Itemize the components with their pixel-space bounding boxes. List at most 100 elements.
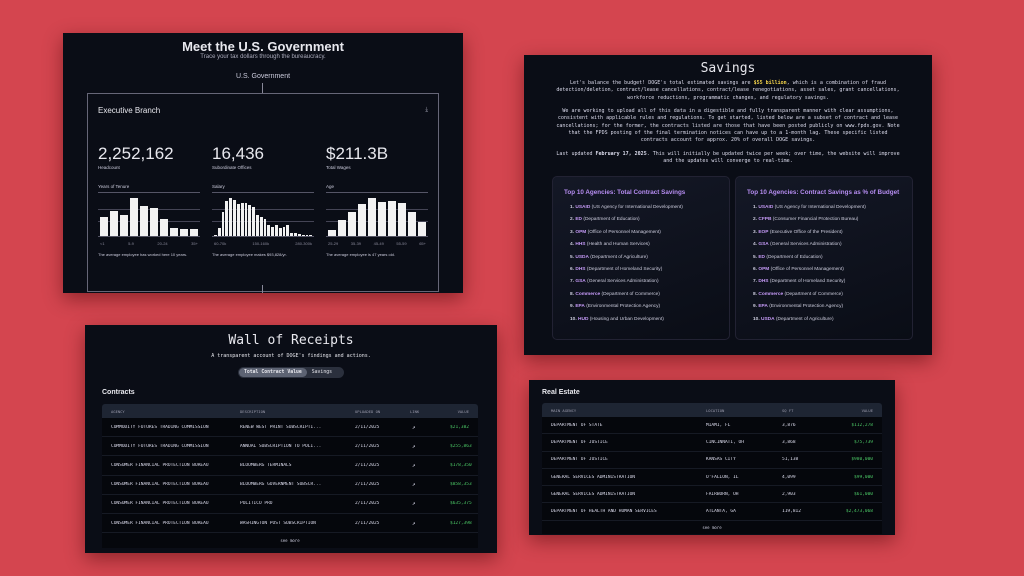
agency-list-item[interactable]: 2. ED (Department of Education): [570, 217, 729, 229]
histogram-bar[interactable]: [218, 228, 221, 236]
external-link-icon[interactable]: ↗: [401, 520, 441, 527]
agency-list-item[interactable]: 8. Commerce (Department of Commerce): [570, 292, 729, 304]
agency-list-item[interactable]: 7. DHS (Department of Homeland Security): [753, 279, 912, 291]
histogram-bar[interactable]: [302, 235, 305, 236]
agency-list-item[interactable]: 2. CFPB (Consumer Financial Protection B…: [753, 217, 912, 229]
histogram-bar[interactable]: [160, 219, 168, 236]
table-row[interactable]: CONSUMER FINANCIAL PROTECTION BUREAUWASH…: [102, 514, 478, 533]
external-link-icon[interactable]: ↗: [401, 424, 441, 431]
agency-abbr[interactable]: ED: [575, 217, 582, 222]
executive-branch-card[interactable]: Executive Branch ⤓ 2,252,162Headcount16,…: [87, 93, 439, 292]
histogram-bar[interactable]: [418, 222, 426, 236]
agency-list-item[interactable]: 9. EPA (Environmental Protection Agency): [570, 304, 729, 316]
histogram-bar[interactable]: [222, 212, 225, 236]
download-icon[interactable]: ⤓: [425, 107, 428, 114]
table-row[interactable]: GENERAL SERVICES ADMINISTRATIONFAIRBORN,…: [542, 486, 882, 503]
histogram-bar[interactable]: [298, 234, 301, 236]
histogram-bar[interactable]: [110, 211, 118, 236]
table-row[interactable]: COMMODITY FUTURES TRADING COMMISSIONANNU…: [102, 437, 478, 456]
agency-abbr[interactable]: HUD: [578, 317, 588, 322]
histogram-bar[interactable]: [348, 212, 356, 236]
table-row[interactable]: CONSUMER FINANCIAL PROTECTION BUREAUPOLI…: [102, 495, 478, 514]
column-header[interactable]: SQ FT: [773, 408, 830, 413]
histogram-bar[interactable]: [233, 200, 236, 236]
external-link-icon[interactable]: ↗: [401, 443, 441, 450]
agency-list-item[interactable]: 1. USAID (US Agency for International De…: [570, 205, 729, 217]
histogram-bar[interactable]: [120, 215, 128, 236]
histogram-bar[interactable]: [267, 225, 270, 236]
column-header[interactable]: MAIN AGENCY: [542, 408, 697, 413]
histogram-bar[interactable]: [368, 198, 376, 236]
table-row[interactable]: DEPARTMENT OF JUSTICEKANSAS CITY51,138$9…: [542, 452, 882, 469]
histogram-bar[interactable]: [358, 204, 366, 236]
agency-list-item[interactable]: 5. USDA (Department of Agriculture): [570, 255, 729, 267]
histogram-bar[interactable]: [398, 203, 406, 236]
histogram-bar[interactable]: [225, 201, 228, 236]
agency-list-item[interactable]: 3. EOP (Executive Office of the Presiden…: [753, 230, 912, 242]
agency-abbr[interactable]: USDA: [575, 255, 589, 260]
external-link-icon[interactable]: ↗: [401, 481, 441, 488]
histogram-bar[interactable]: [286, 225, 289, 236]
table-row[interactable]: DEPARTMENT OF JUSTICECINCINNATI, OH3,868…: [542, 434, 882, 451]
agency-abbr[interactable]: USAID: [575, 205, 590, 210]
histogram-bar[interactable]: [130, 198, 138, 236]
agency-list-item[interactable]: 6. DHS (Department of Homeland Security): [570, 267, 729, 279]
histogram-bar[interactable]: [309, 235, 312, 236]
histogram-bar[interactable]: [237, 204, 240, 236]
agency-list-item[interactable]: 5. ED (Department of Education): [753, 255, 912, 267]
agency-list-item[interactable]: 6. OPM (Office of Personnel Management): [753, 267, 912, 279]
histogram-bar[interactable]: [388, 201, 396, 236]
histogram-bar[interactable]: [264, 219, 267, 236]
histogram-bar[interactable]: [241, 203, 244, 236]
histogram-bar[interactable]: [378, 202, 386, 236]
agency-abbr[interactable]: GSA: [758, 242, 768, 247]
agency-abbr[interactable]: Commerce: [758, 292, 783, 297]
histogram-bar[interactable]: [248, 205, 251, 236]
column-header[interactable]: VALUE: [441, 409, 478, 414]
agency-list-item[interactable]: 1. USAID (US Agency for International De…: [753, 205, 912, 217]
table-row[interactable]: CONSUMER FINANCIAL PROTECTION BUREAUBLOO…: [102, 456, 478, 475]
histogram-bar[interactable]: [283, 227, 286, 236]
agency-list-item[interactable]: 8. Commerce (Department of Commerce): [753, 292, 912, 304]
table-row[interactable]: DEPARTMENT OF STATEMIAMI, FL3,876$112,27…: [542, 417, 882, 434]
table-row[interactable]: CONSUMER FINANCIAL PROTECTION BUREAUBLOO…: [102, 476, 478, 495]
histogram-bar[interactable]: [100, 217, 108, 236]
agency-abbr[interactable]: USDA: [761, 317, 775, 322]
agency-abbr[interactable]: OPM: [758, 267, 769, 272]
agency-list-item[interactable]: 3. OPM (Office of Personnel Management): [570, 230, 729, 242]
agency-abbr[interactable]: HHS: [575, 242, 585, 247]
histogram-bar[interactable]: [229, 198, 232, 236]
histogram-bar[interactable]: [140, 206, 148, 236]
histogram-bar[interactable]: [190, 229, 198, 236]
histogram-bar[interactable]: [306, 235, 309, 236]
agency-abbr[interactable]: EOP: [758, 230, 768, 235]
agency-abbr[interactable]: DHS: [758, 279, 768, 284]
tab-savings[interactable]: Savings: [307, 368, 337, 377]
agency-list-item[interactable]: 10. HUD (Housing and Urban Development): [570, 317, 729, 329]
column-header[interactable]: UPLOADED ON: [346, 409, 401, 414]
histogram-bar[interactable]: [328, 230, 336, 236]
histogram-bar[interactable]: [252, 207, 255, 236]
column-header[interactable]: DESCRIPTION: [231, 409, 346, 414]
agency-abbr[interactable]: USAID: [758, 205, 773, 210]
tree-root-node[interactable]: U.S. Government: [63, 73, 463, 80]
histogram-bar[interactable]: [275, 225, 278, 236]
histogram-bar[interactable]: [214, 235, 217, 236]
column-header[interactable]: VALUE: [830, 408, 882, 413]
agency-abbr[interactable]: OPM: [575, 230, 586, 235]
agency-abbr[interactable]: DHS: [575, 267, 585, 272]
histogram-bar[interactable]: [260, 217, 263, 236]
agency-list-item[interactable]: 10. USDA (Department of Agriculture): [753, 317, 912, 329]
agency-list-item[interactable]: 4. HHS (Health and Human Services): [570, 242, 729, 254]
see-more-link[interactable]: see more: [102, 533, 478, 548]
external-link-icon[interactable]: ↗: [401, 462, 441, 469]
histogram-bar[interactable]: [294, 233, 297, 236]
agency-list-item[interactable]: 7. GSA (General Services Administration): [570, 279, 729, 291]
histogram-bar[interactable]: [180, 229, 188, 236]
agency-list-item[interactable]: 9. EPA (Environmental Protection Agency): [753, 304, 912, 316]
column-header[interactable]: LINK: [401, 409, 441, 414]
histogram-bar[interactable]: [279, 228, 282, 236]
histogram-bar[interactable]: [408, 212, 416, 236]
column-header[interactable]: AGENCY: [102, 409, 231, 414]
histogram-bar[interactable]: [256, 215, 259, 236]
